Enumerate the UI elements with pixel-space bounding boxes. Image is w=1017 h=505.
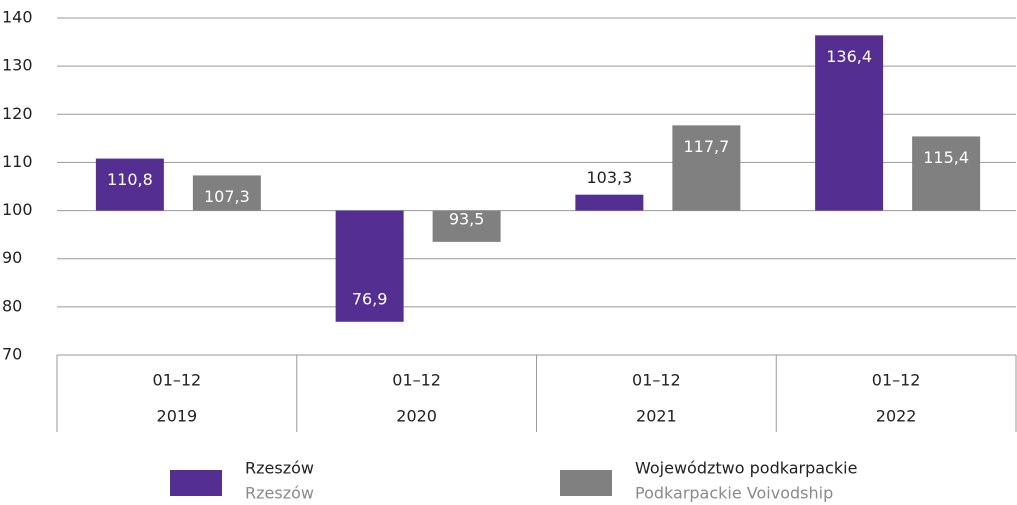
y-tick-label: 110 bbox=[2, 152, 33, 171]
legend-label-en: Podkarpackie Voivodship bbox=[635, 484, 833, 503]
y-tick-label: 90 bbox=[2, 248, 22, 267]
bar bbox=[335, 210, 404, 322]
value-label: 115,4 bbox=[923, 148, 969, 167]
x-tick-sublabel: 01–12 bbox=[872, 371, 921, 390]
y-tick-label: 130 bbox=[2, 56, 33, 75]
legend-swatch bbox=[560, 470, 612, 496]
x-tick-sublabel: 01–12 bbox=[632, 371, 681, 390]
x-tick-label: 2019 bbox=[157, 407, 198, 426]
x-tick-sublabel: 01–12 bbox=[153, 371, 202, 390]
value-label: 136,4 bbox=[826, 47, 872, 66]
x-tick-label: 2020 bbox=[396, 407, 437, 426]
legend-swatch bbox=[170, 470, 222, 496]
bar bbox=[672, 125, 741, 211]
value-label: 93,5 bbox=[449, 209, 485, 228]
bar bbox=[192, 175, 261, 211]
bar bbox=[95, 158, 164, 211]
bar bbox=[815, 35, 884, 211]
x-tick-sublabel: 01–12 bbox=[392, 371, 441, 390]
value-label: 107,3 bbox=[204, 187, 250, 206]
bar bbox=[432, 210, 501, 242]
value-label: 117,7 bbox=[683, 137, 729, 156]
y-tick-label: 80 bbox=[2, 296, 22, 315]
x-tick-label: 2022 bbox=[876, 407, 917, 426]
y-tick-label: 100 bbox=[2, 200, 33, 219]
legend-label: Województwo podkarpackie bbox=[635, 459, 857, 478]
bar bbox=[912, 136, 981, 211]
y-tick-label: 120 bbox=[2, 104, 33, 123]
y-tick-label: 140 bbox=[2, 8, 33, 27]
y-tick-label: 70 bbox=[2, 345, 22, 364]
value-label: 76,9 bbox=[352, 289, 388, 308]
x-tick-label: 2021 bbox=[636, 407, 677, 426]
legend-label-en: Rzeszów bbox=[245, 484, 314, 503]
value-label: 103,3 bbox=[586, 168, 632, 187]
value-label: 110,8 bbox=[107, 170, 153, 189]
legend-label: Rzeszów bbox=[245, 459, 314, 478]
bar bbox=[575, 194, 644, 211]
